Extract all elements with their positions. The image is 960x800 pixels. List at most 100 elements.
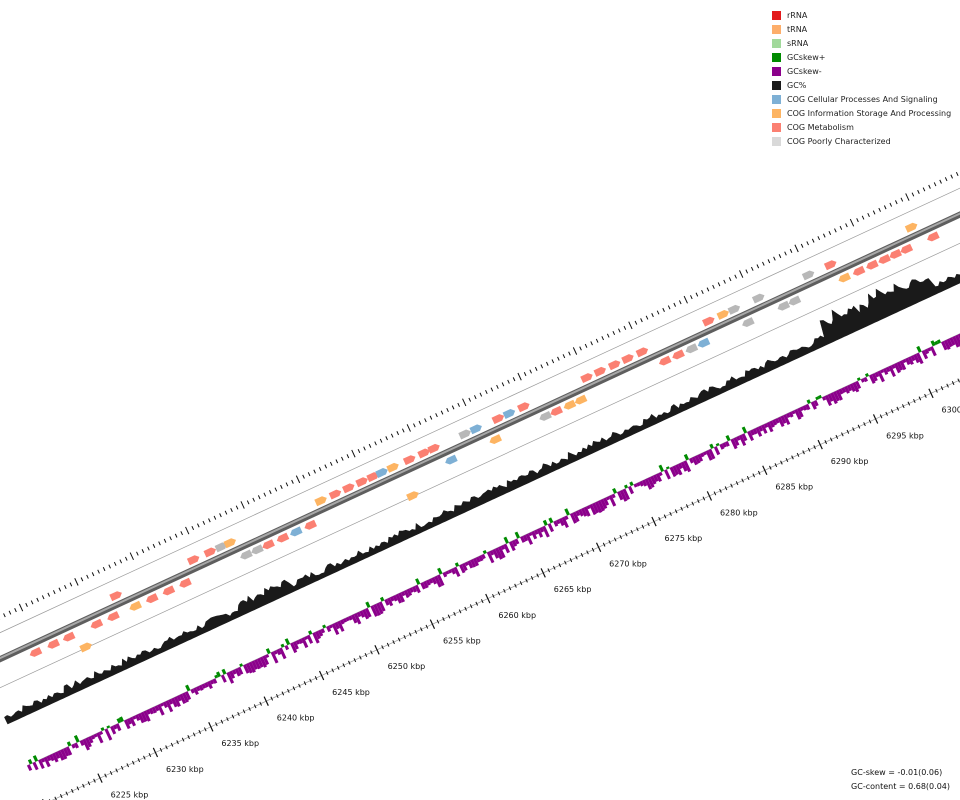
gene-feature-poorly bbox=[751, 293, 765, 304]
gc-skew-negative-bar bbox=[389, 596, 395, 602]
gc-skew-negative-bar bbox=[115, 723, 122, 732]
scale-minor-tick bbox=[918, 396, 922, 401]
gc-skew-positive-bar bbox=[380, 596, 385, 602]
outer-tick bbox=[363, 446, 366, 451]
gc-skew-negative-bar bbox=[799, 406, 805, 412]
scale-minor-tick bbox=[231, 714, 235, 719]
gc-skew-negative-bar bbox=[533, 529, 539, 535]
gc-skew-negative-bar bbox=[747, 430, 754, 441]
scale-minor-tick bbox=[569, 558, 573, 563]
gc-skew-negative-bar bbox=[146, 709, 151, 715]
gc-skew-positive-bar bbox=[280, 643, 285, 648]
scale-minor-tick bbox=[303, 681, 307, 686]
outer-tick bbox=[230, 508, 233, 513]
scale-minor-tick bbox=[104, 773, 107, 778]
gc-skew-negative-bar bbox=[412, 586, 418, 593]
gc-skew-negative-bar bbox=[279, 647, 287, 660]
gc-skew-negative-bar bbox=[882, 368, 889, 375]
gc-skew-negative-bar bbox=[830, 392, 838, 405]
outer-tick bbox=[645, 315, 649, 320]
scale-minor-tick bbox=[137, 758, 141, 763]
outer-tick bbox=[806, 241, 809, 246]
scale-minor-tick bbox=[392, 640, 395, 645]
gc-skew-positive-bar bbox=[482, 550, 487, 554]
scale-major-tick bbox=[263, 696, 269, 706]
scale-minor-tick bbox=[281, 691, 285, 696]
gene-feature-metabolism bbox=[328, 489, 342, 500]
legend-label: COG Information Storage And Processing bbox=[787, 108, 952, 118]
gc-skew-negative-bar bbox=[702, 451, 707, 456]
scale-minor-tick bbox=[857, 424, 861, 429]
gc-skew-negative-bar bbox=[71, 743, 76, 749]
outer-tick bbox=[601, 336, 604, 341]
outer-tick bbox=[418, 420, 422, 425]
outer-tick bbox=[86, 574, 89, 579]
gc-skew-negative-bar bbox=[755, 427, 763, 437]
outer-tick bbox=[756, 264, 760, 269]
outer-tick bbox=[590, 341, 593, 346]
gc-skew-positive-bar bbox=[629, 481, 634, 486]
gene-feature-metabolism bbox=[342, 483, 355, 494]
outer-tick bbox=[413, 423, 416, 428]
gc-skew-negative-bar bbox=[129, 716, 136, 727]
legend-item-cog-cellular: COG Cellular Processes And Signaling bbox=[772, 92, 951, 106]
outer-tick bbox=[878, 207, 881, 212]
legend-swatch bbox=[772, 38, 781, 48]
outer-tick bbox=[147, 546, 150, 551]
scale-major-tick bbox=[97, 773, 103, 783]
gc-skew-negative-bar bbox=[328, 624, 333, 629]
scale-major-tick bbox=[762, 465, 768, 476]
scale-label: 6290 kbp bbox=[831, 457, 869, 466]
gc-skew-negative-bar bbox=[132, 715, 137, 720]
gene-feature-information bbox=[489, 434, 502, 444]
legend-label: COG Poorly Characterized bbox=[787, 136, 891, 146]
gc-skew-negative-bar bbox=[492, 548, 500, 559]
gc-skew-negative-bar bbox=[821, 396, 827, 401]
outer-tick bbox=[640, 318, 643, 323]
outer-tick bbox=[479, 392, 483, 397]
gc-skew-positive-bar bbox=[284, 638, 291, 646]
scale-minor-tick bbox=[552, 565, 556, 570]
gc-skew-negative-bar bbox=[448, 569, 453, 574]
gc-skew-negative-bar bbox=[531, 530, 538, 540]
gc-skew-negative-bar bbox=[51, 752, 59, 763]
gc-skew-negative-bar bbox=[880, 369, 885, 374]
gc-skew-negative-bar bbox=[195, 686, 201, 692]
outer-tick bbox=[572, 347, 578, 355]
outer-tick bbox=[224, 510, 228, 515]
scale-minor-tick bbox=[841, 432, 844, 437]
gc-skew-positive-bar bbox=[564, 508, 570, 516]
gc-skew-negative-bar bbox=[813, 400, 819, 407]
scale-minor-tick bbox=[93, 778, 96, 783]
gc-skew-negative-bar bbox=[306, 634, 314, 644]
outer-tick bbox=[656, 310, 660, 315]
gc-skew-negative-bar bbox=[82, 738, 90, 751]
outer-tick bbox=[424, 418, 427, 423]
gc-skew-negative-bar bbox=[697, 454, 704, 462]
gc-skew-negative-bar bbox=[453, 566, 461, 577]
legend-item-trna: tRNA bbox=[772, 22, 951, 36]
scale-minor-tick bbox=[752, 473, 756, 478]
scale-minor-tick bbox=[458, 609, 462, 614]
scale-minor-tick bbox=[713, 491, 717, 496]
outer-tick bbox=[900, 197, 904, 202]
outer-tick bbox=[446, 407, 449, 413]
scale-minor-tick bbox=[674, 509, 678, 514]
gc-skew-negative-bar bbox=[173, 696, 181, 707]
gene-feature-information bbox=[79, 642, 92, 653]
gc-content-area bbox=[4, 273, 960, 725]
gc-skew-negative-bar bbox=[749, 429, 755, 436]
scale-minor-tick bbox=[702, 496, 706, 501]
gc-skew-negative-bar bbox=[459, 564, 466, 574]
gc-skew-negative-bar bbox=[769, 420, 775, 428]
scale-minor-tick bbox=[148, 752, 152, 758]
gene-feature-metabolism bbox=[580, 373, 593, 383]
gc-skew-negative-bar bbox=[148, 707, 154, 715]
gc-skew-negative-bar bbox=[761, 424, 768, 434]
scale-minor-tick bbox=[630, 529, 634, 534]
scale-minor-tick bbox=[647, 522, 650, 527]
outer-tick bbox=[739, 270, 744, 278]
scale-minor-tick bbox=[791, 455, 794, 460]
scale-minor-tick bbox=[613, 537, 617, 542]
